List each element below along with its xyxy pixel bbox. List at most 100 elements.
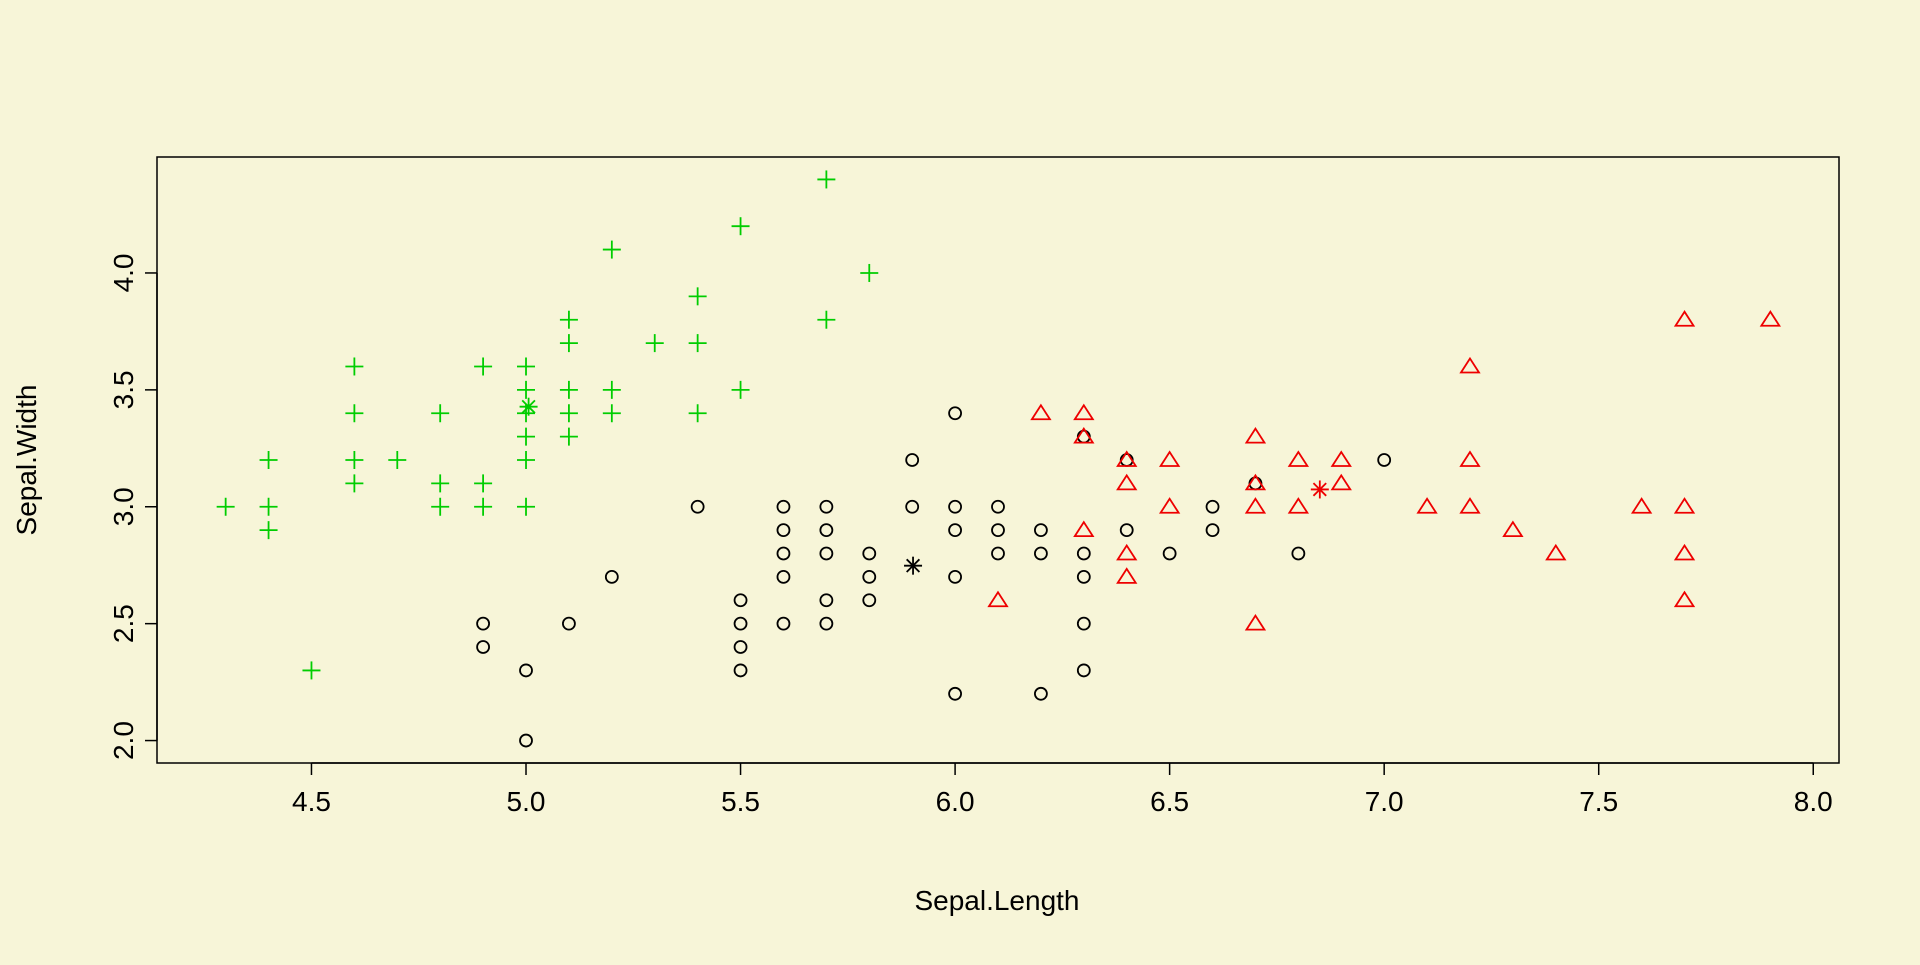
- data-point-triangle: [1073, 426, 1095, 444]
- data-point-plus: [345, 357, 364, 376]
- data-point-triangle: [1673, 543, 1696, 561]
- data-point-circle: [1034, 686, 1048, 701]
- data-point-plus: [559, 334, 578, 353]
- y-axis-label: Sepal.Width: [11, 385, 42, 536]
- data-point-circle: [991, 523, 1005, 538]
- data-point-plus: [302, 661, 321, 680]
- data-point-circle: [733, 616, 748, 631]
- data-point-plus: [259, 497, 278, 516]
- data-point-plus: [817, 170, 836, 189]
- data-point-triangle: [1116, 567, 1138, 584]
- data-point-plus: [559, 427, 578, 446]
- x-tick-label: 5.5: [721, 786, 760, 817]
- data-point-plus: [517, 357, 536, 376]
- data-point-circle: [733, 640, 748, 654]
- data-point-triangle: [1244, 613, 1267, 631]
- data-point-plus: [517, 497, 536, 516]
- data-point-plus: [259, 451, 278, 469]
- data-point-plus: [688, 404, 707, 423]
- x-axis-label: Sepal.Length: [914, 885, 1079, 916]
- data-point-triangle: [1244, 473, 1267, 491]
- data-point-triangle: [1073, 403, 1095, 421]
- data-point-triangle: [1459, 497, 1481, 514]
- data-point-triangle: [1330, 473, 1352, 491]
- data-point-plus: [602, 404, 621, 423]
- data-point-circle: [476, 616, 491, 631]
- data-point-triangle: [987, 590, 1009, 608]
- data-point-circle: [948, 499, 962, 514]
- data-point-circle: [1162, 546, 1177, 561]
- data-point-circle: [905, 453, 920, 467]
- data-point-circle: [862, 546, 877, 561]
- data-point-circle: [519, 733, 533, 748]
- data-point-triangle: [1073, 520, 1095, 538]
- data-point-plus: [688, 334, 707, 353]
- x-tick-label: 8.0: [1794, 786, 1833, 817]
- data-point-plus: [474, 474, 493, 493]
- cluster-center-marker: [519, 397, 538, 416]
- data-point-triangle: [1673, 310, 1696, 327]
- cluster-centers: [519, 397, 1329, 575]
- x-axis: 4.5 5.0 5.5 6.0 6.5 7.0 7.5 8.0: [292, 762, 1833, 817]
- data-point-triangle: [1459, 356, 1481, 374]
- data-point-plus: [431, 474, 450, 493]
- data-point-circle: [991, 546, 1005, 561]
- y-tick-label: 3.5: [108, 370, 139, 409]
- data-point-circle: [776, 546, 791, 561]
- data-point-plus: [559, 310, 578, 329]
- data-point-triangle: [1287, 497, 1310, 514]
- data-point-plus: [688, 287, 707, 306]
- data-point-plus: [345, 474, 364, 493]
- cluster-center-marker: [904, 556, 923, 575]
- data-point-plus: [517, 427, 536, 446]
- y-tick-label: 3.0: [108, 487, 139, 526]
- plot-frame: [156, 156, 1840, 764]
- x-tick-label: 7.5: [1579, 786, 1618, 817]
- data-point-plus: [388, 451, 407, 469]
- data-point-triangle: [1630, 497, 1653, 514]
- data-point-circle: [948, 406, 962, 421]
- data-point-plus: [731, 380, 750, 399]
- data-point-circle: [1076, 663, 1091, 678]
- data-point-plus: [731, 217, 750, 236]
- y-tick-label: 4.0: [108, 253, 139, 292]
- data-point-triangle: [1673, 497, 1696, 514]
- data-point-triangle: [1459, 450, 1481, 467]
- data-point-circle: [1377, 453, 1392, 467]
- data-point-circle: [776, 616, 791, 631]
- data-point-triangle: [1116, 473, 1138, 491]
- data-points: [216, 170, 1781, 748]
- data-point-circle: [862, 569, 877, 584]
- data-point-plus: [559, 404, 578, 423]
- data-point-circle: [948, 523, 962, 538]
- y-tick-label: 2.0: [108, 721, 139, 760]
- data-point-plus: [431, 404, 450, 423]
- data-point-circle: [733, 593, 748, 608]
- data-point-plus: [474, 497, 493, 516]
- data-point-triangle: [1416, 497, 1438, 514]
- data-point-plus: [602, 240, 621, 259]
- cluster-center-marker: [1310, 480, 1329, 499]
- data-point-triangle: [1116, 450, 1138, 467]
- data-point-plus: [517, 380, 536, 399]
- data-point-circle: [1205, 523, 1220, 538]
- data-point-circle: [948, 686, 962, 701]
- data-point-circle: [948, 569, 962, 584]
- data-point-plus: [474, 357, 493, 376]
- data-point-circle: [519, 663, 533, 678]
- data-point-triangle: [1116, 543, 1138, 561]
- data-point-circle: [819, 523, 834, 538]
- data-point-triangle: [1244, 426, 1267, 444]
- data-point-plus: [216, 497, 235, 516]
- data-point-triangle: [1502, 520, 1524, 538]
- data-point-plus: [259, 521, 278, 540]
- data-point-triangle: [1158, 450, 1181, 467]
- data-point-circle: [1076, 546, 1091, 561]
- data-point-circle: [819, 616, 834, 631]
- data-point-plus: [517, 451, 536, 469]
- data-point-circle: [862, 593, 877, 608]
- data-point-circle: [991, 499, 1005, 514]
- data-point-circle: [1076, 616, 1091, 631]
